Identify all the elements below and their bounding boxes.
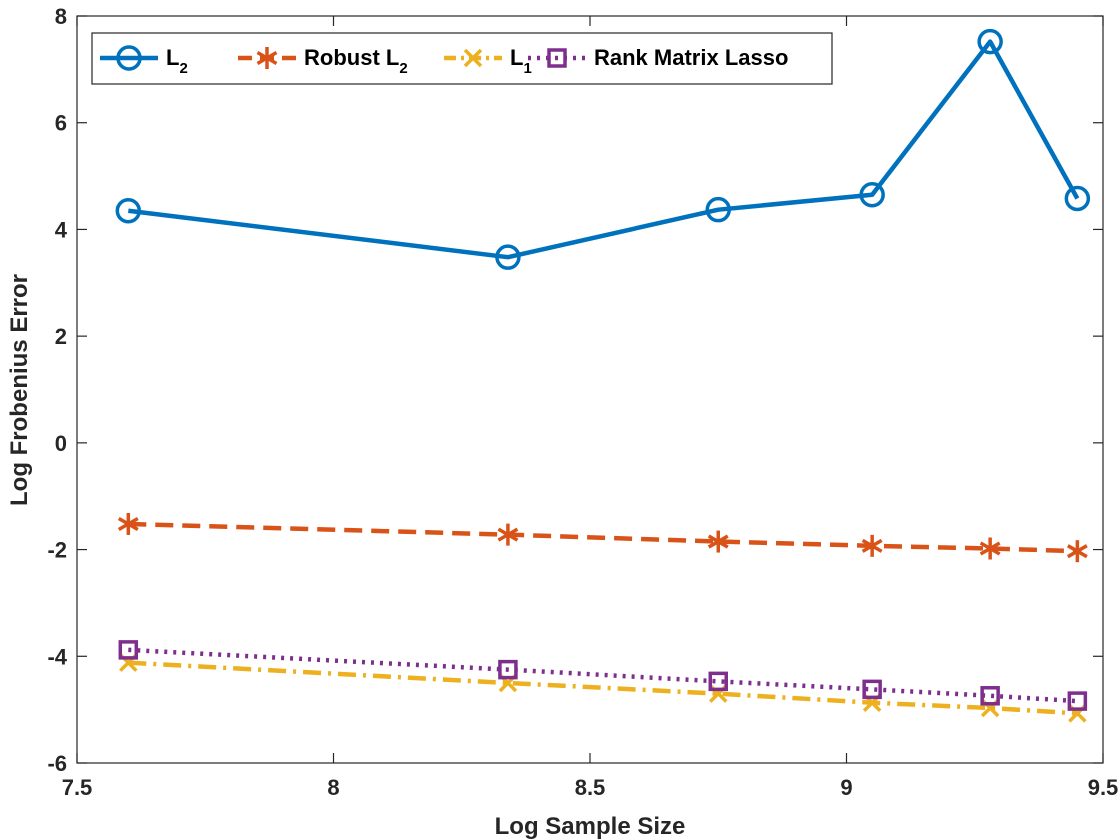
x-tick-label: 9.5 — [1088, 775, 1119, 800]
y-tick-label: 4 — [55, 217, 68, 242]
legend-label: Robust L2 — [304, 45, 408, 77]
legend: L2 Robust L2 L1 Rank Matrix Lasso — [91, 32, 833, 85]
legend-label-sub: 1 — [523, 60, 531, 77]
y-tick-label: -6 — [47, 751, 67, 776]
legend-label-main: L — [166, 45, 179, 70]
series-robust-l2 — [117, 512, 1088, 563]
data-point — [498, 659, 518, 680]
y-tick-label: 2 — [55, 324, 67, 349]
y-tick-label: -2 — [47, 538, 67, 563]
legend-label-main: L — [510, 45, 523, 70]
data-point — [707, 530, 729, 553]
x-tick-label: 8.5 — [575, 775, 606, 800]
data-point — [1066, 540, 1088, 563]
data-point — [495, 244, 521, 270]
y-tick-label: 8 — [55, 4, 67, 29]
legend-marker — [256, 47, 278, 69]
series-line — [128, 39, 1080, 260]
legend-entry: Robust L2 — [238, 45, 408, 77]
series-line — [128, 647, 1078, 704]
legend-label-sub: 2 — [399, 60, 407, 77]
y-tick-label: 0 — [55, 431, 67, 456]
data-point — [115, 198, 142, 224]
x-axis-title: Log Sample Size — [495, 813, 686, 840]
x-axis: 7.5 8 8.5 9 9.5 — [62, 16, 1119, 800]
legend-label: Rank Matrix Lasso — [594, 45, 788, 70]
data-point — [861, 534, 883, 557]
series-layer — [115, 28, 1091, 723]
legend-entry: Rank Matrix Lasso — [528, 45, 788, 70]
legend-marker — [116, 45, 142, 71]
y-tick-label: -4 — [47, 644, 67, 669]
data-point — [862, 679, 882, 700]
x-tick-label: 8 — [327, 775, 339, 800]
legend-marker — [547, 48, 567, 68]
legend-label-main: Rank Matrix Lasso — [594, 45, 788, 70]
y-axis: -6 -4 -2 0 2 4 6 8 — [47, 4, 1103, 776]
legend-entry: L2 — [100, 45, 188, 77]
data-point — [118, 640, 139, 660]
series-rank-matrix-lasso — [118, 640, 1088, 711]
x-tick-label: 7.5 — [62, 775, 93, 800]
legend-label-sub: 2 — [179, 60, 187, 77]
data-point — [497, 523, 519, 546]
y-tick-label: 6 — [55, 111, 67, 136]
data-point — [859, 181, 885, 208]
legend-entry: L1 — [444, 45, 532, 77]
legend-label: L1 — [510, 45, 532, 77]
data-point — [977, 28, 1003, 55]
legend-label-main: Robust L — [304, 45, 399, 70]
data-point — [979, 537, 1001, 560]
series-line — [128, 660, 1078, 716]
data-point — [1067, 691, 1088, 711]
series-l2 — [115, 28, 1091, 270]
data-point — [708, 671, 728, 692]
series-line — [128, 521, 1078, 554]
data-point — [980, 686, 1000, 706]
legend-label: L2 — [166, 45, 188, 77]
legend-marker — [463, 48, 483, 68]
data-point — [117, 512, 139, 535]
plot-frame — [76, 15, 1104, 764]
y-axis-title: Log Frobenius Error — [6, 274, 33, 506]
x-tick-label: 9 — [840, 775, 852, 800]
plot-area — [76, 15, 1104, 764]
data-point — [705, 196, 731, 223]
data-point — [1064, 185, 1091, 212]
